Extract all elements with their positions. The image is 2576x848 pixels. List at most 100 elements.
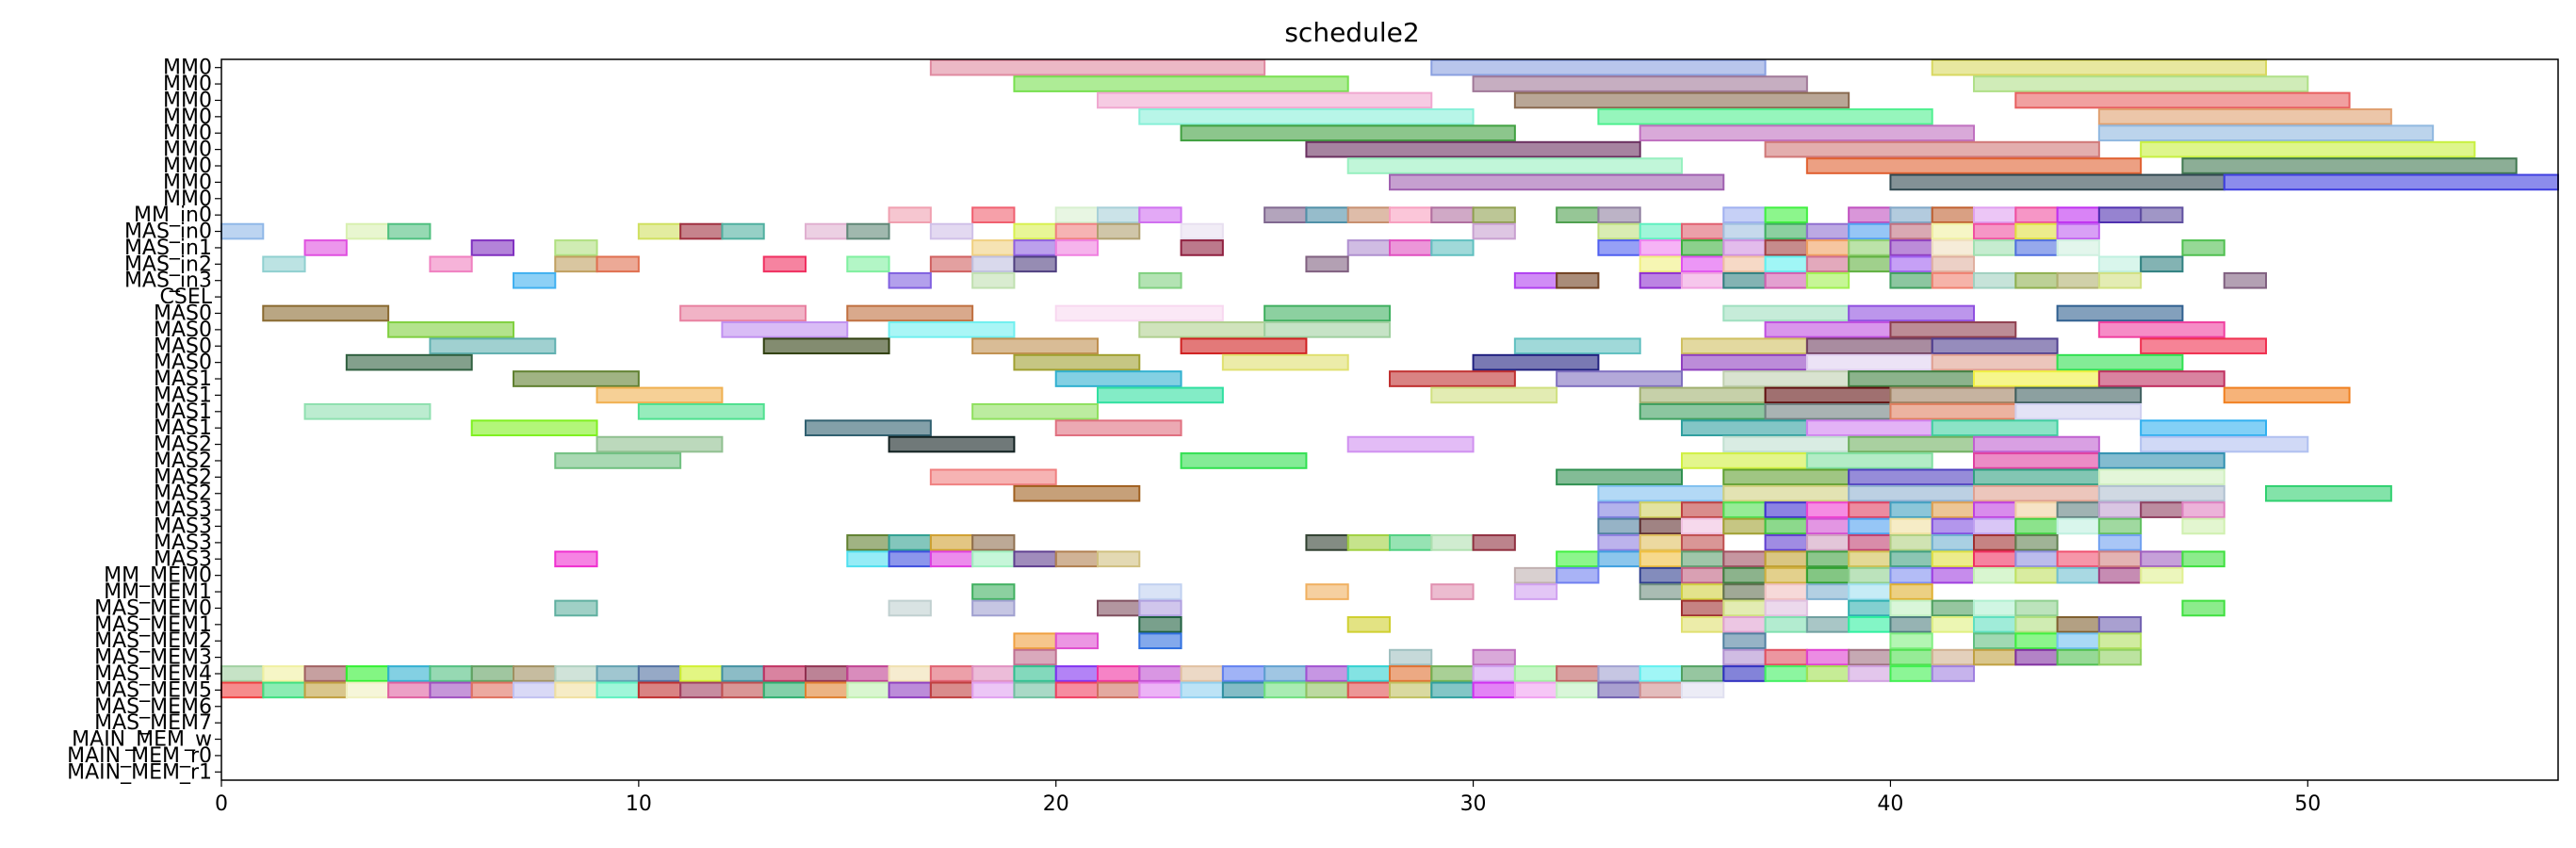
gantt-bar <box>1889 566 1933 584</box>
gantt-bar <box>1931 353 2059 371</box>
gantt-bar <box>1973 222 2017 240</box>
y-tick-label: MAIN_MEM_r1 <box>67 760 212 784</box>
gantt-bar <box>888 681 932 699</box>
x-tick-label: 10 <box>626 792 652 816</box>
gantt-bar <box>1764 386 1892 404</box>
gantt-bar <box>1889 402 2017 420</box>
gantt-bar <box>554 599 598 617</box>
gantt-bar <box>1848 534 1892 551</box>
gantt-bar <box>679 304 807 322</box>
gantt-bar <box>1848 206 1892 223</box>
x-tick-label: 50 <box>2294 792 2321 816</box>
gantt-bar <box>1264 665 1308 682</box>
gantt-bar <box>429 681 473 699</box>
gantt-bar <box>1722 599 1767 617</box>
gantt-bar <box>1973 550 2017 568</box>
gantt-bar <box>1848 616 1892 633</box>
gantt-bar <box>1305 534 1349 551</box>
gantt-bar <box>1556 566 1600 584</box>
gantt-bar <box>1013 239 1057 256</box>
y-tick-label: MAS1 <box>154 400 212 424</box>
gantt-bar <box>1973 599 2017 617</box>
y-tick-label: MAS2 <box>154 433 212 457</box>
gantt-bar <box>805 681 849 699</box>
gantt-bar <box>1805 517 1850 535</box>
gantt-bar <box>1013 665 1057 682</box>
gantt-bar <box>2181 501 2225 518</box>
gantt-bar <box>1681 566 1725 584</box>
gantt-bar <box>1597 484 1725 502</box>
gantt-bar <box>2181 157 2518 174</box>
y-tick-label: MAS3 <box>154 498 212 522</box>
gantt-bar <box>1389 534 1433 551</box>
gantt-bar <box>1973 616 2017 633</box>
gantt-bar <box>1889 173 2225 191</box>
gantt-bar <box>1805 665 1850 682</box>
y-tick-label: MM0 <box>163 89 212 112</box>
gantt-bar <box>1764 599 1808 617</box>
gantt-bar <box>1764 206 1808 223</box>
gantt-bar <box>1681 583 1725 600</box>
gantt-bar <box>1931 58 2268 76</box>
gantt-bar <box>2140 255 2184 273</box>
gantt-bar <box>513 370 640 387</box>
gantt-bar <box>1013 632 1057 650</box>
gantt-bar <box>1722 566 1767 584</box>
gantt-bar <box>1889 255 1933 273</box>
gantt-bar <box>1681 665 1725 682</box>
y-tick-label: MAS1 <box>154 416 212 440</box>
gantt-bar <box>637 402 765 420</box>
gantt-bar <box>554 452 682 469</box>
gantt-bar <box>1931 517 1976 535</box>
gantt-bar <box>1639 501 1683 518</box>
y-tick-label: MAS3 <box>154 515 212 539</box>
gantt-bar <box>1305 140 1641 158</box>
y-tick-label: MM0 <box>163 57 212 80</box>
gantt-bar <box>345 665 390 682</box>
x-tick-label: 30 <box>1460 792 1487 816</box>
gantt-bar <box>1805 239 1850 256</box>
gantt-bar <box>2056 501 2100 518</box>
gantt-bar <box>1054 665 1099 682</box>
gantt-bar <box>1639 550 1683 568</box>
gantt-bar <box>1513 271 1558 289</box>
gantt-bar <box>679 665 724 682</box>
gantt-bar <box>1764 255 1808 273</box>
gantt-bar <box>1597 534 1641 551</box>
gantt-bar <box>1681 517 1725 535</box>
gantt-bar <box>1472 222 1516 240</box>
gantt-bar <box>805 419 932 437</box>
gantt-bar <box>2014 616 2059 633</box>
gantt-bar <box>2097 108 2392 125</box>
gantt-bar <box>1764 648 1808 666</box>
gantt-bar <box>1681 534 1725 551</box>
gantt-bar <box>303 239 348 256</box>
gantt-bar <box>1764 616 1808 633</box>
gantt-bar <box>1138 206 1182 223</box>
gantt-bar <box>1805 550 1850 568</box>
y-tick-label: MM0 <box>163 122 212 145</box>
gantt-bar <box>2097 517 2143 535</box>
y-tick-label: MAS_MEM0 <box>94 596 212 620</box>
gantt-bar <box>971 534 1016 551</box>
gantt-bar <box>1889 665 1933 682</box>
gantt-bar <box>303 402 432 420</box>
gantt-bar <box>1472 206 1516 223</box>
gantt-bar <box>1180 665 1224 682</box>
gantt-bar <box>2097 255 2143 273</box>
gantt-bar <box>1764 321 1892 338</box>
gantt-bar <box>1639 566 1683 584</box>
gantt-bar <box>1681 550 1725 568</box>
gantt-bar <box>1848 255 1892 273</box>
gantt-bar <box>888 665 932 682</box>
gantt-bar <box>2097 124 2435 142</box>
gantt-bar <box>1221 681 1266 699</box>
gantt-bar <box>303 681 348 699</box>
gantt-bar <box>1681 239 1725 256</box>
gantt-bar <box>1389 681 1433 699</box>
gantt-bar <box>1221 665 1266 682</box>
gantt-bar <box>2097 271 2143 289</box>
gantt-bar <box>1264 321 1391 338</box>
gantt-bar <box>1013 550 1057 568</box>
